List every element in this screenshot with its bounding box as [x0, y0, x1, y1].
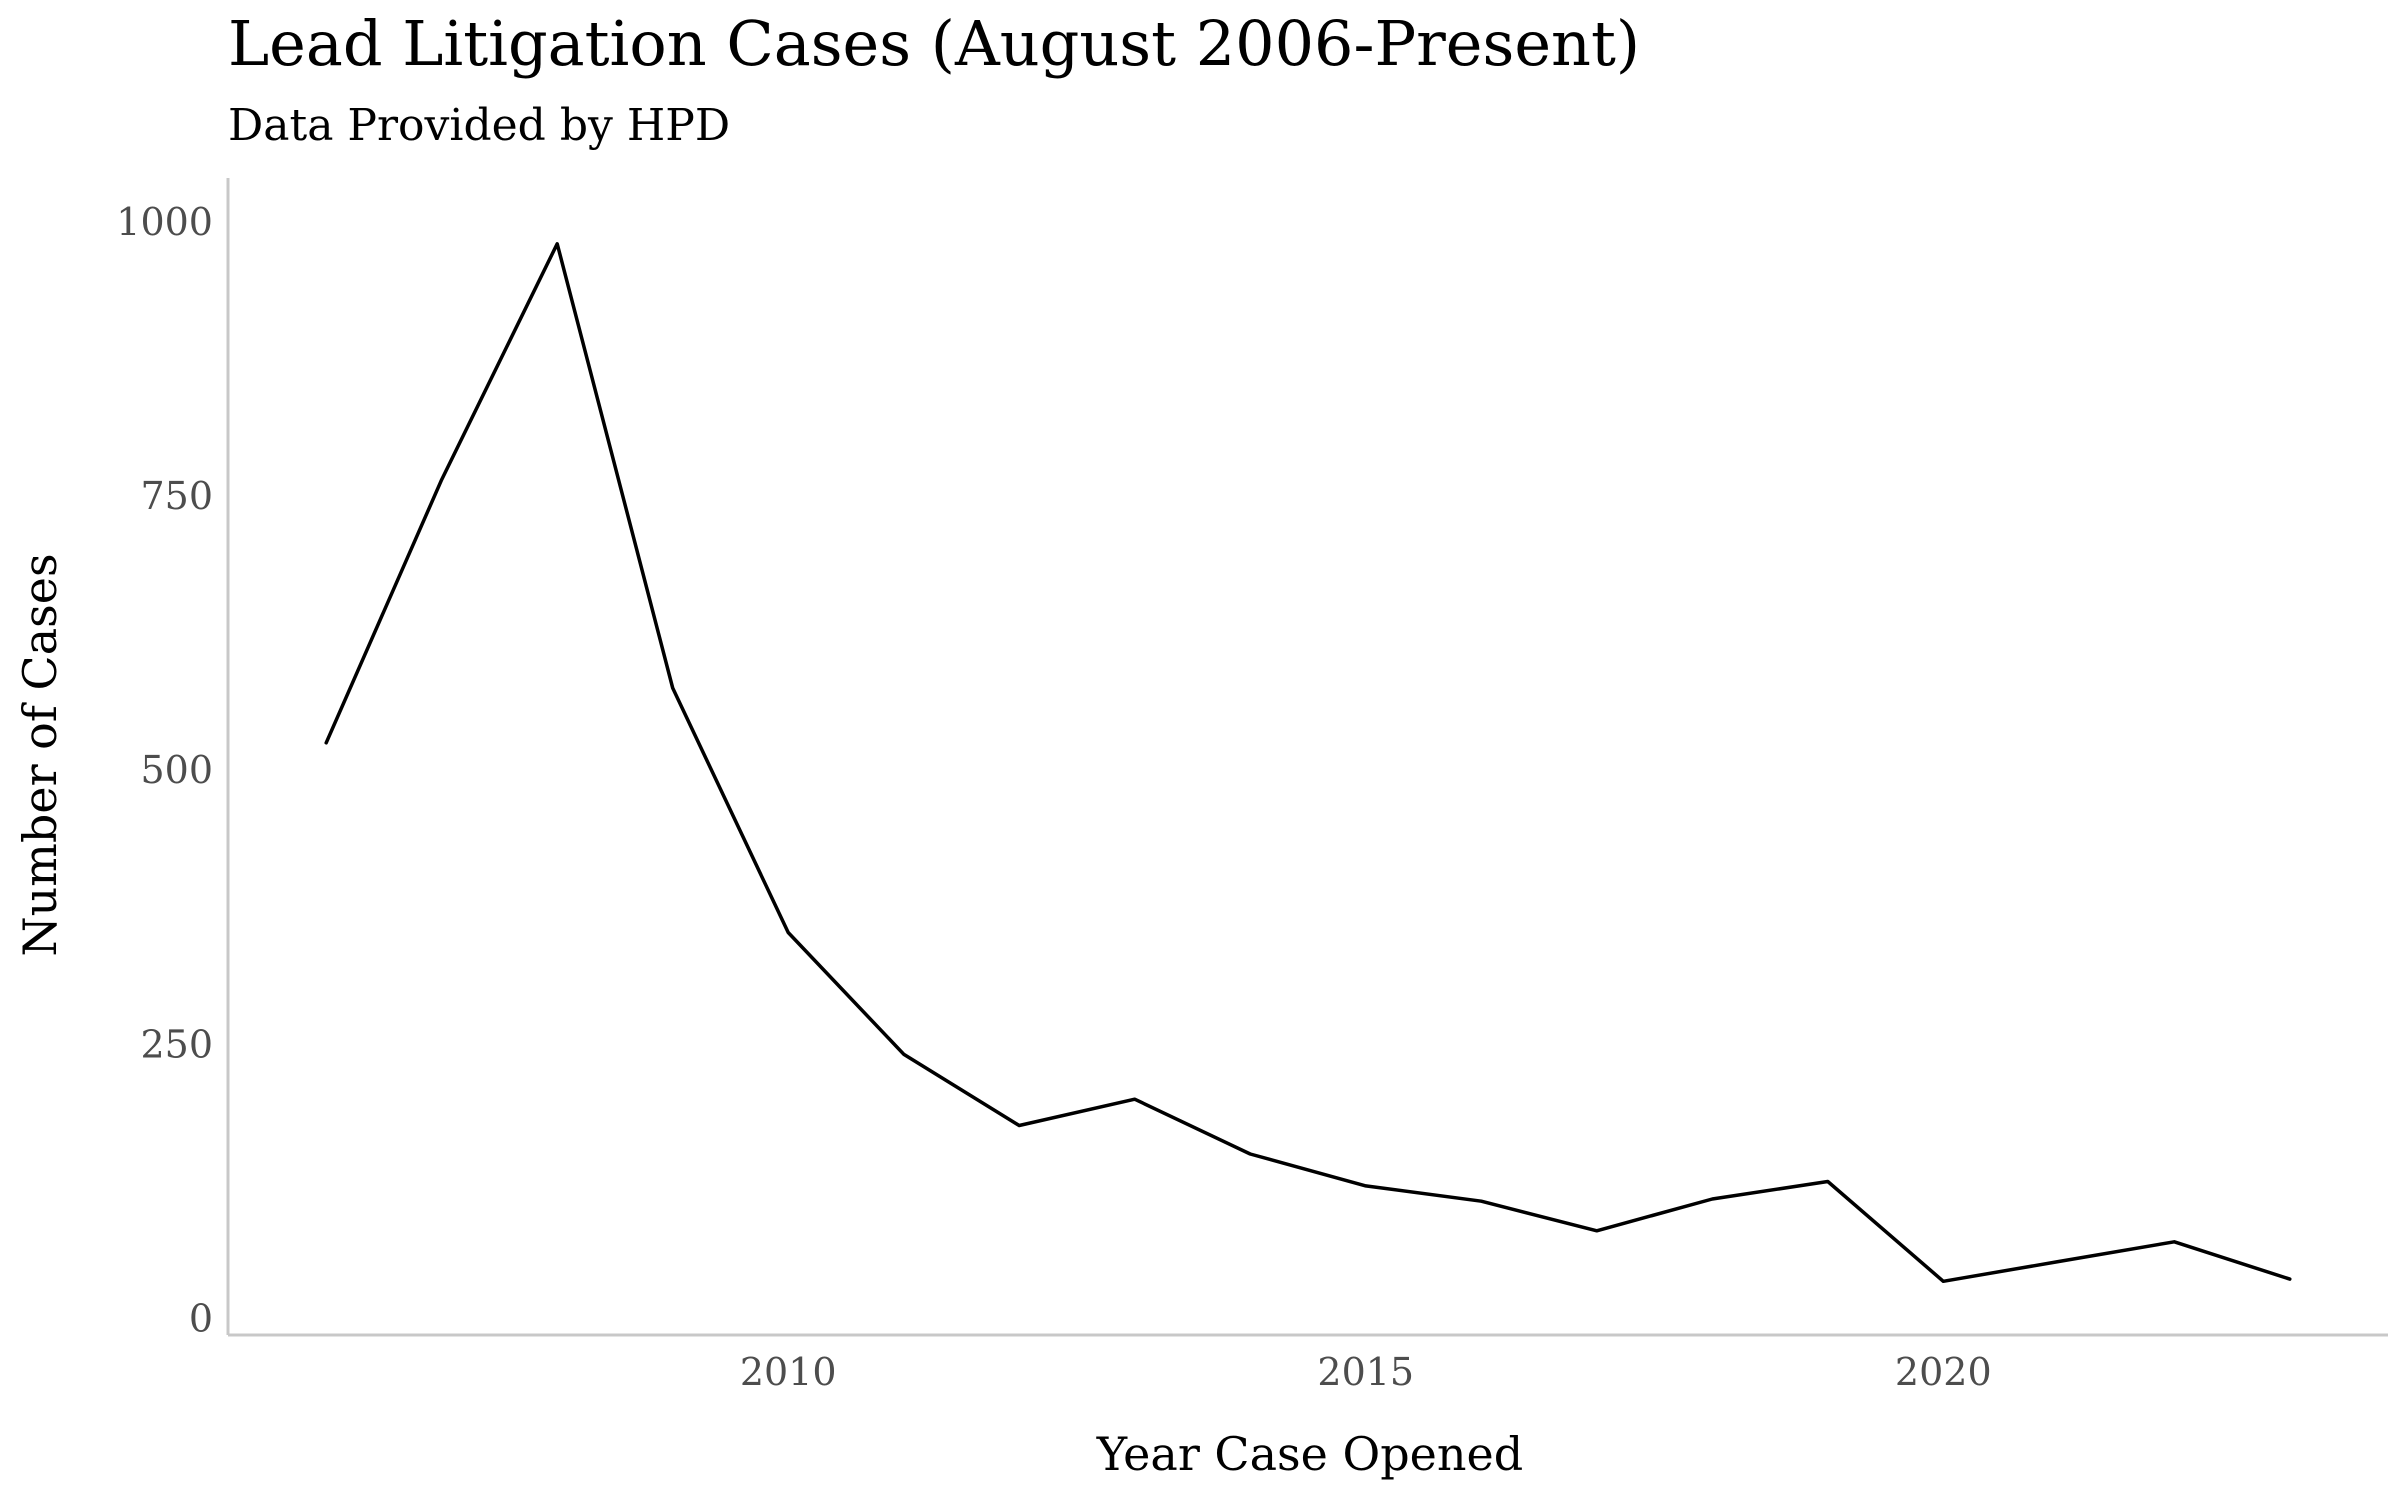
- x-axis-ticks: 2010 2015 2020: [740, 1350, 1992, 1394]
- x-tick-label: 2010: [740, 1350, 837, 1394]
- x-tick-label: 2020: [1895, 1350, 1992, 1394]
- x-tick-label: 2015: [1317, 1350, 1414, 1394]
- y-tick-label: 0: [189, 1297, 213, 1341]
- y-tick-label: 250: [140, 1022, 213, 1066]
- series-line: [324, 242, 2292, 1284]
- y-axis-ticks: 0 250 500 750 1000: [116, 200, 213, 1341]
- y-tick-label: 500: [140, 748, 213, 792]
- chart-title: Lead Litigation Cases (August 2006-Prese…: [228, 7, 1640, 80]
- y-tick-label: 750: [140, 474, 213, 518]
- x-axis-label: Year Case Opened: [1096, 1427, 1523, 1481]
- y-axis-label: Number of Cases: [13, 553, 67, 956]
- chart-subtitle: Data Provided by HPD: [228, 100, 730, 151]
- y-tick-label: 1000: [116, 200, 213, 244]
